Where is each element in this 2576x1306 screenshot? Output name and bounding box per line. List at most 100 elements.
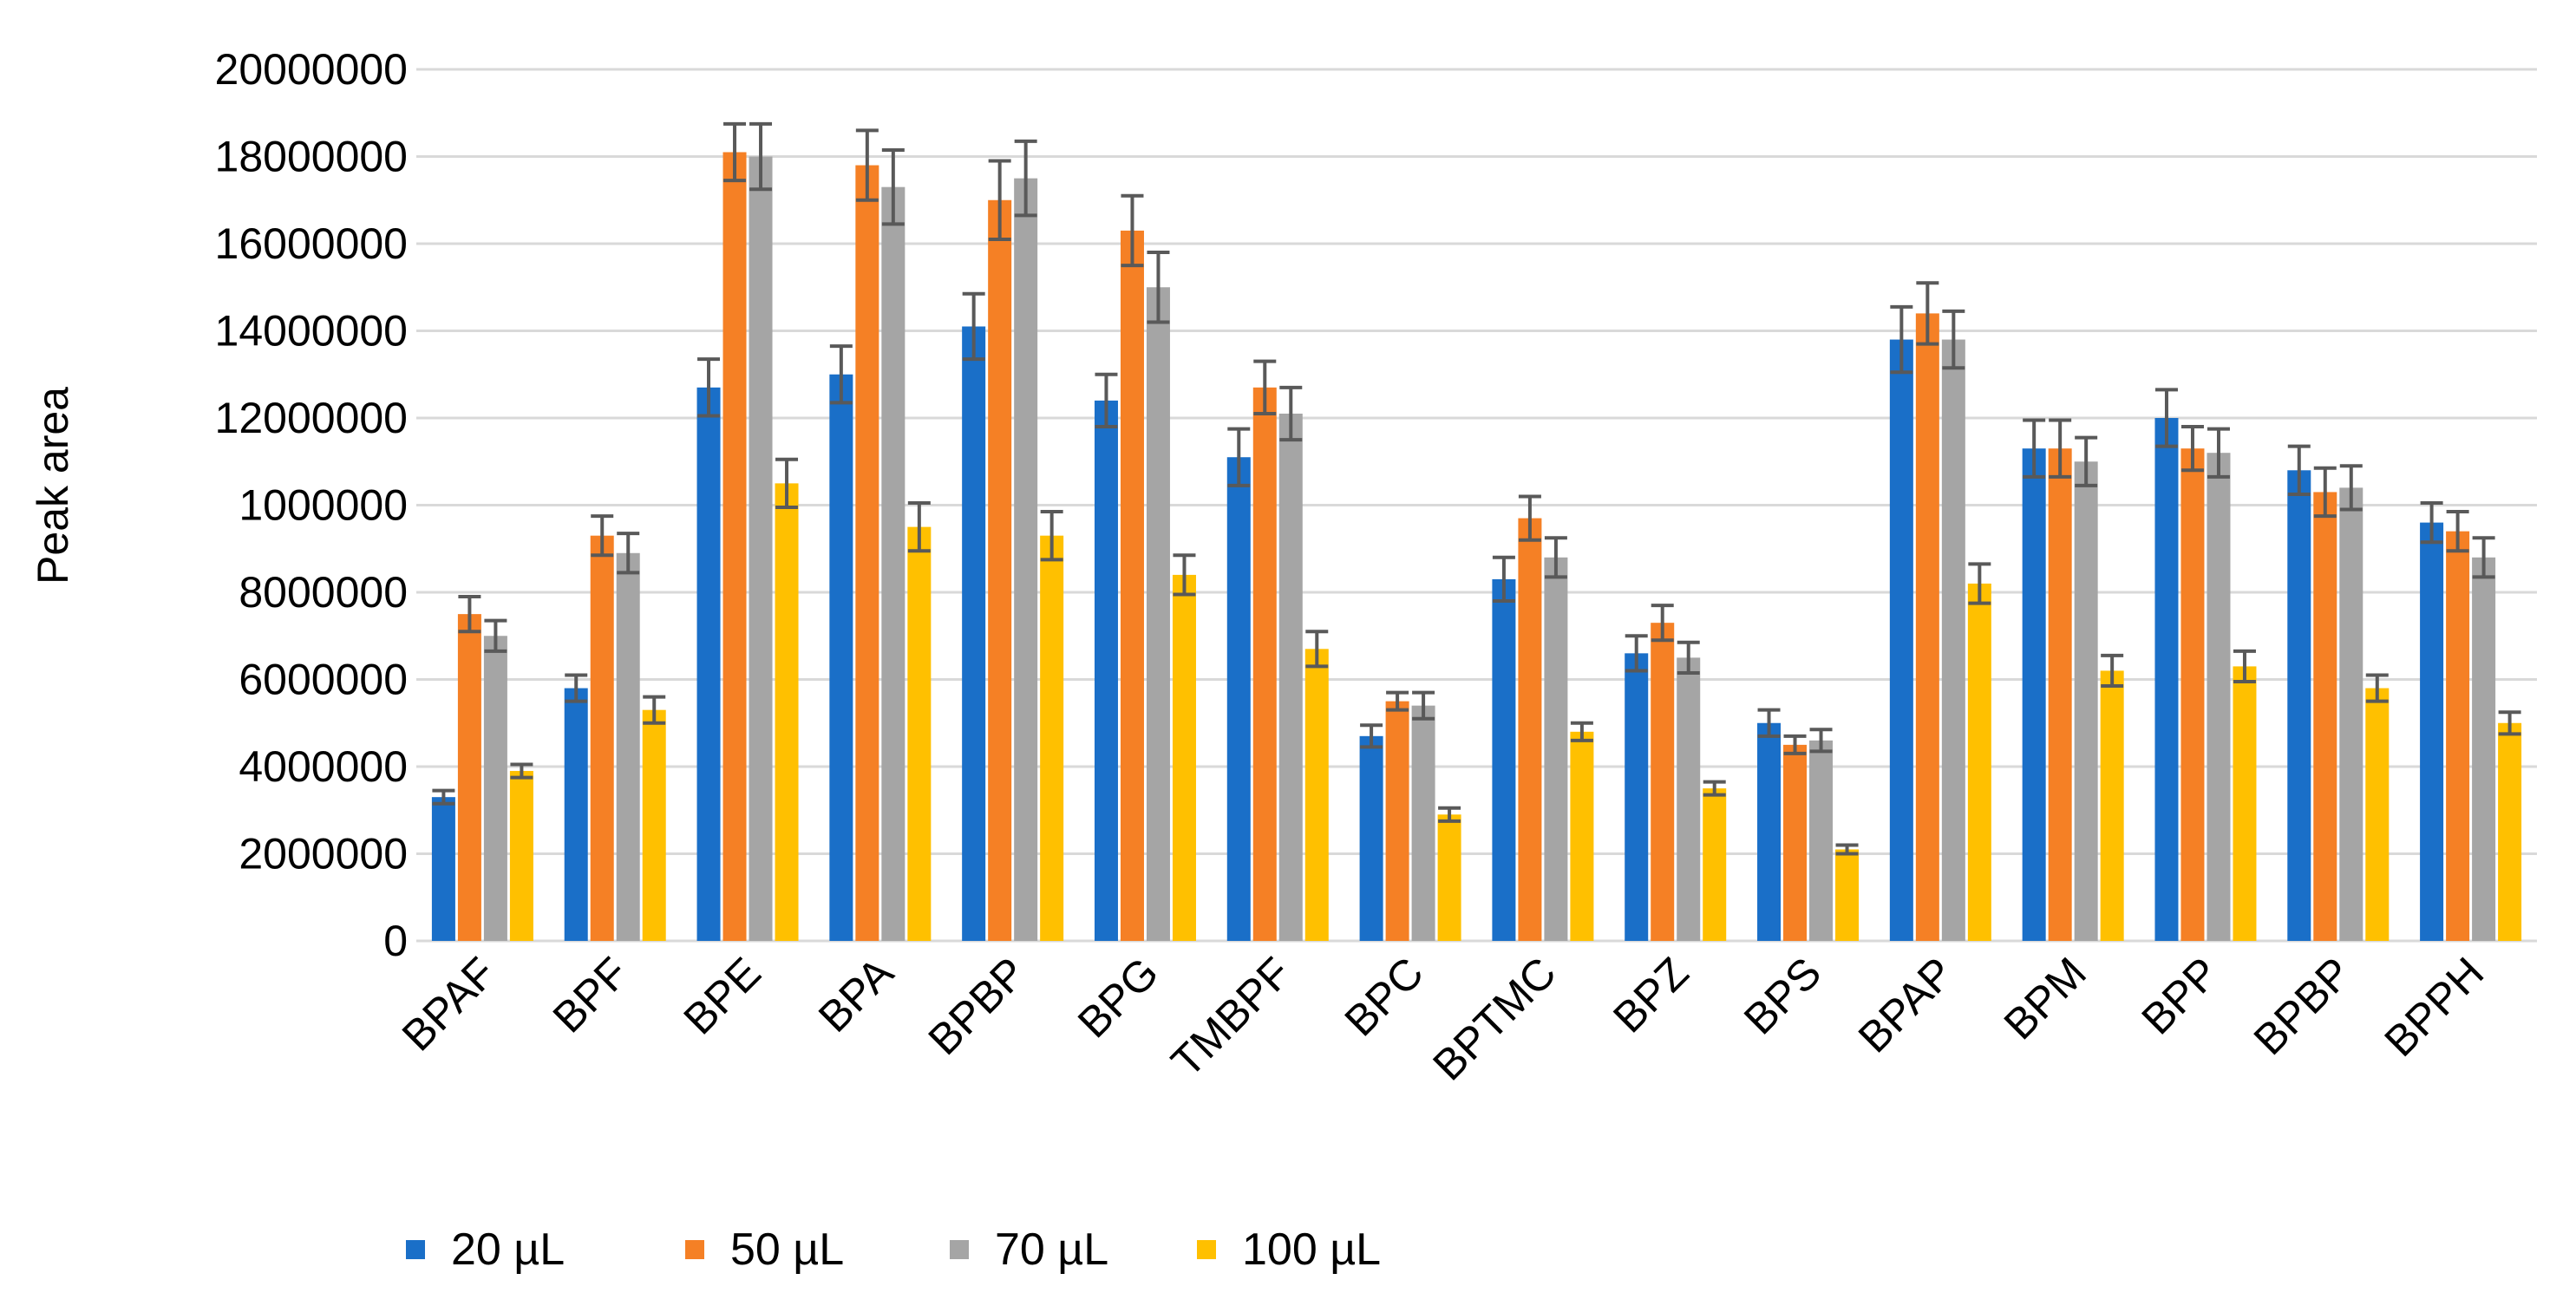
y-tick-label: 6000000 <box>239 656 408 704</box>
bar <box>1518 518 1542 941</box>
x-tick-label: BPC <box>1336 948 1433 1045</box>
bar <box>1278 413 1303 942</box>
bar <box>2022 448 2046 941</box>
y-tick-label: 4000000 <box>239 742 408 791</box>
legend-swatch <box>1197 1240 1216 1259</box>
y-tick-label: 8000000 <box>239 568 408 617</box>
y-tick-label: 1000000 <box>239 481 408 530</box>
y-axis-ticks: 0 2000000 4000000 6000000 8000000 1000000 1200… <box>215 45 408 965</box>
bar <box>2207 453 2231 941</box>
bar <box>2446 531 2470 941</box>
x-tick-label: BPM <box>1995 948 2095 1048</box>
bar <box>590 535 614 941</box>
x-tick-label: BPTMC <box>1423 948 1565 1089</box>
legend: 20 µL 50 µL 70 µL 100 µL <box>406 1224 1381 1275</box>
bar <box>1040 535 1064 941</box>
legend-swatch <box>950 1240 969 1259</box>
x-tick-label: BPAP <box>1849 948 1963 1061</box>
x-tick-label: BPG <box>1069 948 1167 1047</box>
bar <box>1146 287 1170 941</box>
bar <box>2287 470 2311 941</box>
x-tick-label: BPS <box>1735 948 1830 1043</box>
x-tick-label: BPPH <box>2375 948 2493 1066</box>
bar <box>2339 487 2364 941</box>
bar <box>1094 400 1118 941</box>
bar <box>1544 557 1568 941</box>
legend-label: 50 µL <box>730 1224 844 1275</box>
y-axis-label: Peak area <box>29 387 77 584</box>
bar <box>642 709 666 941</box>
legend-swatch <box>685 1240 704 1259</box>
y-tick-label: 18000000 <box>215 133 408 181</box>
bar <box>722 152 747 942</box>
bar <box>431 797 455 941</box>
bar <box>881 186 906 942</box>
legend-label: 70 µL <box>995 1224 1108 1275</box>
x-tick-label: BPBP <box>919 948 1036 1064</box>
bar <box>1889 339 1913 941</box>
bar <box>2472 557 2496 941</box>
bar <box>1359 735 1383 941</box>
bar <box>988 199 1012 941</box>
legend-swatch <box>406 1240 425 1259</box>
bar <box>483 636 507 941</box>
bar <box>1385 701 1409 941</box>
legend-label: 100 µL <box>1242 1224 1381 1275</box>
bar <box>829 374 853 941</box>
bar <box>2154 418 2179 941</box>
bar <box>1915 313 1939 941</box>
bar <box>616 552 640 941</box>
bar <box>1014 178 1038 941</box>
bar <box>1809 740 1834 941</box>
bar <box>2420 522 2444 941</box>
bar <box>775 483 799 941</box>
legend-label: 20 µL <box>451 1224 565 1275</box>
bar <box>1172 574 1196 941</box>
x-tick-label: BPAF <box>393 948 505 1060</box>
bar <box>1941 339 1965 941</box>
bar <box>907 526 932 941</box>
bar <box>1677 657 1701 941</box>
bar <box>1411 705 1435 941</box>
y-tick-label: 2000000 <box>239 830 408 878</box>
bar <box>2233 666 2257 941</box>
y-tick-label: 16000000 <box>215 219 408 268</box>
bar <box>962 326 986 942</box>
bar <box>1492 578 1516 941</box>
bar <box>2048 448 2072 941</box>
bar <box>2313 492 2337 941</box>
bar <box>1703 788 1727 941</box>
bar <box>1625 653 1649 941</box>
bar <box>1570 731 1594 941</box>
bar <box>1437 814 1461 941</box>
bar <box>1967 583 1991 941</box>
bar <box>1651 623 1675 941</box>
x-tick-label: BPE <box>674 948 769 1043</box>
bar <box>696 387 721 941</box>
bars <box>431 121 2522 942</box>
y-tick-label: 20000000 <box>215 45 408 94</box>
bar <box>457 614 481 941</box>
y-tick-label: 14000000 <box>215 307 408 356</box>
bar <box>2100 670 2124 941</box>
bar <box>1252 387 1277 941</box>
bar <box>1226 457 1251 941</box>
bar <box>564 688 588 941</box>
bar <box>2498 722 2522 941</box>
bar <box>749 156 773 941</box>
y-tick-label: 12000000 <box>215 394 408 442</box>
bar <box>1835 849 1860 941</box>
bar <box>1120 230 1144 941</box>
bar <box>855 165 879 942</box>
x-tick-label: TMBPF <box>1162 948 1300 1086</box>
x-tick-label: BPZ <box>1604 948 1697 1042</box>
bar <box>1757 722 1782 941</box>
x-tick-label: BPBP <box>2245 948 2361 1064</box>
x-tick-label: BPP <box>2132 948 2227 1043</box>
bar <box>509 771 533 941</box>
bar <box>2074 461 2098 941</box>
bar <box>2365 688 2390 941</box>
bar <box>1783 744 1808 941</box>
